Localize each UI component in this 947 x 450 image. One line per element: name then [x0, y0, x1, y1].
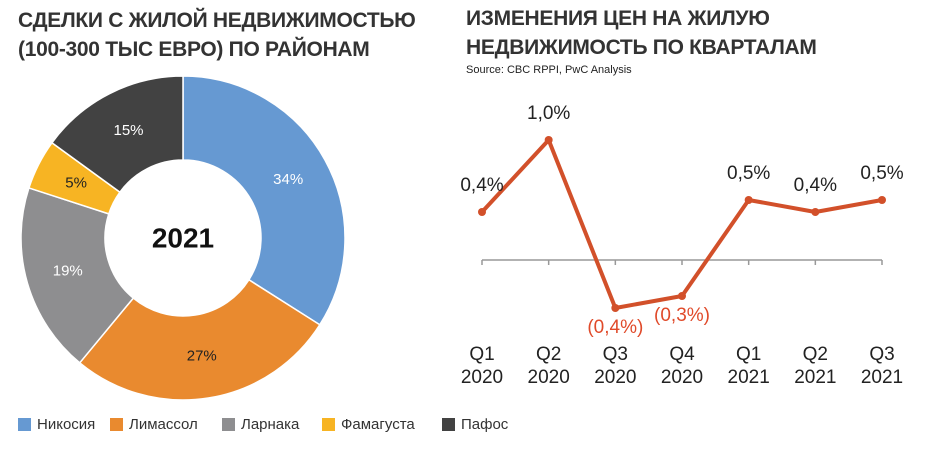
legend-label: Никосия	[37, 416, 96, 433]
data-label: (0,3%)	[654, 305, 710, 326]
marker	[611, 304, 620, 312]
legend-item: Пафос	[442, 416, 508, 433]
x-tick-label: Q1 2020	[460, 344, 504, 388]
marker	[544, 136, 553, 144]
data-label: 0,4%	[460, 175, 503, 196]
marker	[678, 292, 686, 300]
line	[480, 138, 883, 310]
line-subtitle: Source: CBC RPPI, PwC Analysis	[466, 64, 632, 76]
center-label: 2021	[152, 222, 214, 253]
x-tick-label: Q3 2021	[860, 344, 904, 388]
pie-slice	[78, 278, 321, 401]
data-label: 0,5%	[860, 163, 903, 184]
legend-swatch	[222, 418, 235, 431]
legend-swatch	[110, 418, 123, 431]
pie-slice	[20, 186, 135, 364]
legend-label: Пафос	[461, 416, 509, 433]
data-label: (0,4%)	[587, 317, 643, 338]
pie-title: СДЕЛКИ С ЖИЛОЙ НЕДВИЖИМОСТЬЮ (100-300 ТЫ…	[18, 9, 416, 61]
x-tick-label: Q3 2020	[594, 344, 637, 388]
slice-label: 19%	[53, 262, 83, 279]
legend-item: Фамагуста	[322, 416, 415, 433]
slice-label: 5%	[65, 174, 87, 191]
x-tick-label: Q1 2021	[727, 344, 770, 388]
legend-item: Никосия	[18, 416, 95, 433]
x-tick-label: Q4 2020	[660, 344, 704, 388]
slice-label: 15%	[114, 122, 144, 139]
legend-swatch	[18, 418, 31, 431]
data-label: 1,0%	[527, 103, 570, 124]
line-title: ИЗМЕНЕНИЯ ЦЕН НА ЖИЛУЮ НЕДВИЖИМОСТЬ ПО К…	[466, 7, 817, 59]
data-label: 0,4%	[794, 175, 837, 196]
x-tick-label: Q2 2021	[794, 344, 837, 388]
pie-slice	[182, 75, 346, 326]
x-tick-label: Q2 2020	[527, 344, 570, 388]
legend-label: Лимассол	[129, 416, 198, 433]
legend-item: Ларнака	[222, 416, 299, 433]
legend-swatch	[442, 418, 455, 431]
marker	[478, 208, 486, 216]
legend-item: Лимассол	[110, 416, 198, 433]
marker	[878, 196, 886, 204]
data-label: 0,5%	[727, 163, 770, 184]
pie-slice	[50, 75, 184, 194]
slice-label: 34%	[273, 171, 303, 188]
slice-label: 27%	[187, 347, 217, 364]
legend-swatch	[322, 418, 335, 431]
legend-label: Ларнака	[241, 416, 300, 433]
marker	[744, 196, 753, 204]
marker	[811, 208, 820, 216]
legend-label: Фамагуста	[341, 416, 415, 433]
